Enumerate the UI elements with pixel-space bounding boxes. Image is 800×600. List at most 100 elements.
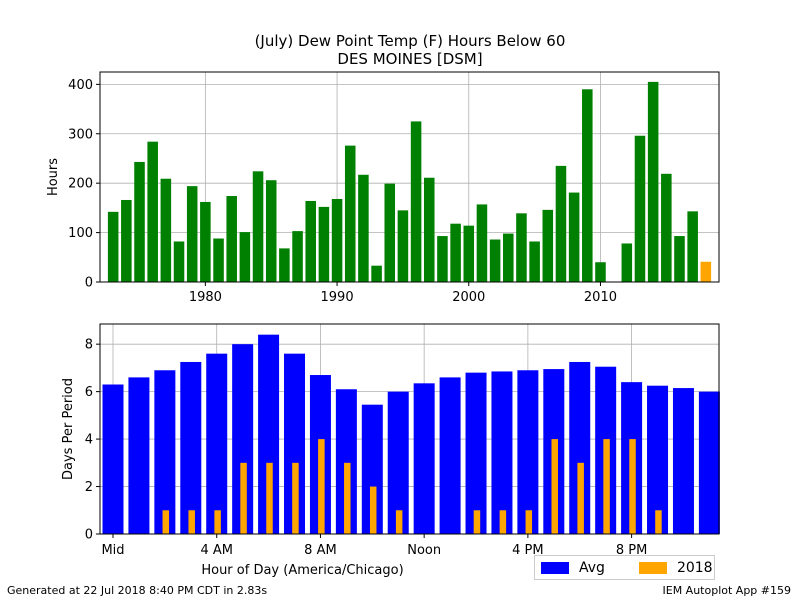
legend-swatch-avg — [541, 561, 569, 574]
bar-year-1985 — [265, 180, 277, 282]
x-tick-label: Mid — [101, 543, 124, 558]
y-tick-label: 300 — [68, 127, 93, 142]
bar-avg-hour-7 — [284, 353, 306, 534]
bar-year-1982 — [226, 196, 237, 282]
bar-2018-hour-6 — [292, 462, 299, 534]
bar-2018-hour-19 — [629, 439, 636, 534]
bar-year-1999 — [450, 223, 461, 282]
bar-avg-hour-5 — [232, 344, 254, 534]
bar-year-2005 — [529, 241, 540, 282]
bar-year-2006 — [542, 209, 554, 282]
plot-frame — [99, 323, 720, 535]
legend-label-2018: 2018 — [676, 559, 713, 576]
x-tick-label: 1980 — [189, 290, 222, 305]
bar-year-2004 — [516, 213, 527, 282]
bar-2018-hour-1 — [162, 510, 170, 534]
bar-avg-hour-12 — [413, 383, 435, 534]
bar-year-1984 — [252, 171, 264, 282]
footer-app-id: IEM Autoplot App #159 — [662, 584, 792, 597]
bar-2018-hour-13 — [473, 510, 481, 534]
x-tick-label: 2010 — [584, 290, 617, 305]
y-tick-label: 100 — [68, 226, 93, 241]
bar-year-2007 — [555, 165, 567, 282]
bar-2018-hour-18 — [603, 439, 610, 534]
legend-swatch-2018 — [638, 561, 667, 574]
bar-year-1993 — [371, 265, 382, 282]
bar-2018-hour-5 — [266, 462, 273, 534]
x-tick-label: 1990 — [321, 290, 354, 305]
bar-year-2001 — [476, 204, 488, 282]
bar-2018-hour-3 — [214, 510, 221, 534]
y-axis-label: Hours — [46, 158, 61, 196]
bar-year-2000 — [463, 225, 475, 282]
bar-avg-hour-21 — [647, 385, 669, 534]
bar-2018-hour-7 — [318, 439, 325, 534]
bar-year-1994 — [384, 183, 396, 282]
bar-year-1996 — [410, 121, 422, 282]
bar-year-1988 — [305, 200, 316, 282]
bar-year-2015 — [661, 173, 672, 282]
bar-avg-hour-3 — [180, 361, 202, 534]
bar-2018-hour-2 — [188, 510, 195, 534]
legend-item-2018: 2018 — [638, 559, 713, 576]
bar-avg-hour-1 — [128, 377, 150, 534]
bar-2018-hour-9 — [369, 486, 377, 534]
y-tick-label: 4 — [85, 433, 93, 448]
bar-avg-hour-9 — [335, 389, 357, 534]
x-tick-label: 4 PM — [512, 543, 543, 558]
bar-year-1998 — [437, 236, 448, 282]
bar-year-2013 — [634, 135, 646, 282]
bar-year-2012 — [621, 243, 633, 282]
bar-avg-hour-13 — [439, 377, 461, 534]
bar-avg-hour-14 — [465, 372, 487, 534]
bar-year-2017 — [687, 211, 698, 282]
plot-frame — [99, 71, 720, 283]
y-tick-label: 2 — [85, 480, 93, 495]
bar-year-2009 — [582, 89, 593, 282]
bar-avg-hour-6 — [258, 334, 280, 534]
bar-2018-hour-10 — [395, 510, 403, 534]
hourly-days-plot: 0 2 4 6 8 Mid 4 AM 8 AM Noon 4 PM 8 PM Days Per Per… — [61, 323, 720, 578]
bar-year-1989 — [318, 206, 330, 282]
bar-year-1975 — [134, 161, 145, 282]
bar-year-2018 — [700, 261, 712, 282]
bar-avg-hour-23 — [698, 391, 720, 534]
bar-year-1974 — [121, 199, 132, 282]
bar-avg-hour-22 — [672, 388, 694, 534]
x-tick-label: 8 AM — [304, 543, 337, 558]
legend-label-avg: Avg — [579, 559, 605, 576]
bar-2018-hour-17 — [577, 462, 584, 534]
bar-avg-hour-0 — [102, 384, 124, 534]
bar-year-2003 — [503, 233, 514, 282]
chart-title-line2: DES MOINES [DSM] — [337, 50, 482, 68]
bar-year-1976 — [147, 141, 158, 282]
bar-year-1973 — [107, 211, 119, 282]
bar-year-2016 — [674, 236, 685, 282]
bar-year-1986 — [279, 248, 290, 282]
bar-year-1979 — [186, 186, 198, 282]
y-tick-label: 0 — [85, 276, 93, 291]
bar-year-1977 — [160, 178, 172, 282]
bar-year-1991 — [344, 145, 356, 282]
y-tick-label: 0 — [85, 528, 93, 543]
bar-avg-hour-4 — [206, 353, 228, 534]
bar-avg-hour-2 — [154, 370, 176, 534]
y-tick-label: 8 — [85, 338, 93, 353]
y-axis-label: Days Per Period — [61, 378, 76, 480]
bar-avg-hour-11 — [387, 391, 409, 534]
bar-year-1983 — [239, 232, 251, 282]
bar-avg-hour-15 — [491, 371, 513, 534]
bar-year-2014 — [647, 81, 659, 282]
bar-year-1992 — [358, 174, 369, 282]
bar-avg-hour-18 — [569, 361, 591, 534]
bar-year-1978 — [173, 241, 185, 282]
bar-avg-hour-16 — [517, 370, 539, 534]
chart-title-line1: (July) Dew Point Temp (F) Hours Below 60 — [255, 32, 566, 50]
bar-year-1980 — [200, 201, 211, 282]
bar-2018-hour-20 — [655, 510, 662, 534]
bar-year-1997 — [423, 177, 435, 282]
y-tick-label: 200 — [68, 177, 93, 192]
bar-year-1995 — [397, 210, 409, 282]
legend-item-avg: Avg — [541, 560, 605, 576]
